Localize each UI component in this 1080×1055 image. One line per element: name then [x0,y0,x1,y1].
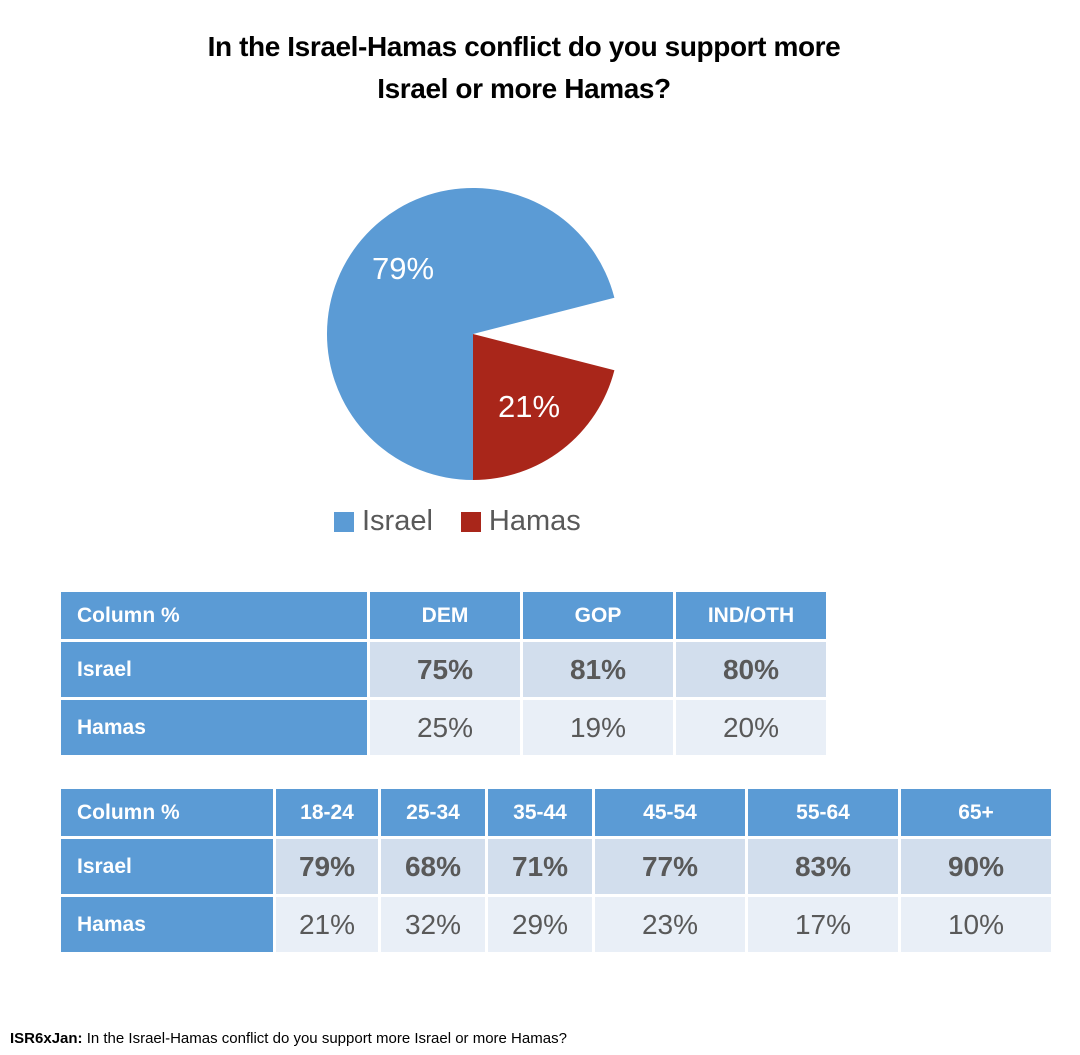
row-label-israel: Israel [61,642,367,697]
cell-value: 71% [488,839,592,894]
legend-swatch-hamas [460,511,481,532]
cell-value: 17% [748,897,898,952]
legend-label-hamas: Hamas [488,505,581,537]
party-table-header-row: Column % DEM GOP IND/OTH [61,592,826,639]
age-col-25-34: 25-34 [381,789,485,836]
pie-label-hamas: 21% [498,389,561,424]
age-table-corner: Column % [61,789,273,836]
table-row: Hamas 25% 19% 20% [61,700,826,755]
cell-value: 77% [595,839,745,894]
cell-value: 83% [748,839,898,894]
party-col-gop: GOP [523,592,673,639]
legend-item-hamas: Hamas [460,505,581,538]
age-col-65-plus: 65+ [901,789,1051,836]
cell-value: 19% [523,700,673,755]
row-label-hamas: Hamas [61,897,273,952]
party-col-dem: DEM [370,592,520,639]
footnote: ISR6xJan: In the Israel-Hamas conflict d… [10,1030,567,1047]
pie-label-israel: 79% [372,251,435,286]
age-table: Column % 18-24 25-34 35-44 45-54 55-64 6… [58,786,1054,955]
table-row: Israel 79% 68% 71% 77% 83% 90% [61,839,1051,894]
footnote-code: ISR6xJan: [10,1030,83,1047]
cell-value: 29% [488,897,592,952]
cell-value: 32% [381,897,485,952]
party-table: Column % DEM GOP IND/OTH Israel 75% 81% … [58,589,829,758]
legend-item-israel: Israel [334,505,433,538]
footnote-text: In the Israel-Hamas conflict do you supp… [82,1030,567,1047]
cell-value: 20% [676,700,826,755]
age-col-35-44: 35-44 [488,789,592,836]
cell-value: 23% [595,897,745,952]
party-table-corner: Column % [61,592,367,639]
chart-title-line-1: In the Israel-Hamas conflict do you supp… [207,31,841,62]
table-row: Israel 75% 81% 80% [61,642,826,697]
cell-value: 80% [676,642,826,697]
pie-chart [326,188,615,480]
chart-title: In the Israel-Hamas conflict do you supp… [0,26,1048,110]
age-col-18-24: 18-24 [276,789,378,836]
cell-value: 75% [370,642,520,697]
party-col-ind: IND/OTH [676,592,826,639]
age-col-45-54: 45-54 [595,789,745,836]
cell-value: 21% [276,897,378,952]
table-row: Hamas 21% 32% 29% 23% 17% 10% [61,897,1051,952]
age-table-header-row: Column % 18-24 25-34 35-44 45-54 55-64 6… [61,789,1051,836]
age-col-55-64: 55-64 [748,789,898,836]
row-label-hamas: Hamas [61,700,367,755]
pie-slice-hamas [473,334,615,480]
cell-value: 79% [276,839,378,894]
legend-swatch-israel [334,511,354,532]
legend-label-israel: Israel [362,505,433,537]
cell-value: 25% [370,700,520,755]
pie-slice-israel [326,188,615,480]
cell-value: 10% [901,897,1051,952]
cell-value: 90% [901,839,1051,894]
cell-value: 81% [523,642,673,697]
chart-title-line-2: Israel or more Hamas? [377,73,671,104]
pie-legend: Israel Hamas [334,505,609,538]
row-label-israel: Israel [61,839,273,894]
cell-value: 68% [381,839,485,894]
